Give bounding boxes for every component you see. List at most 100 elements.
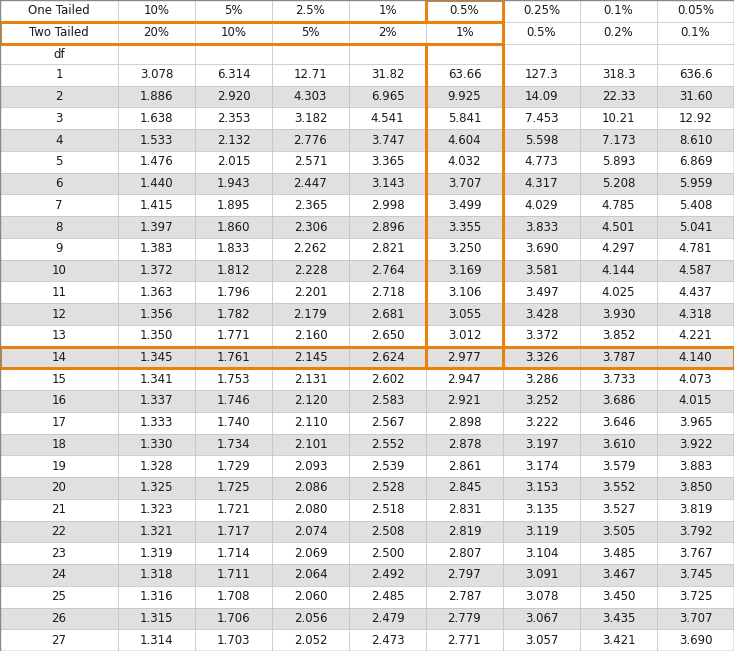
Bar xyxy=(0,22,503,44)
Bar xyxy=(0,281,118,303)
Bar xyxy=(657,521,734,542)
Text: 6.314: 6.314 xyxy=(217,68,250,81)
Bar xyxy=(657,630,734,651)
Bar xyxy=(580,499,657,521)
Bar xyxy=(503,151,580,173)
Text: 21: 21 xyxy=(51,503,67,516)
Bar xyxy=(657,390,734,412)
Text: 4.781: 4.781 xyxy=(679,242,712,255)
Bar xyxy=(195,0,272,22)
Text: 2.977: 2.977 xyxy=(448,351,482,364)
Text: 6.869: 6.869 xyxy=(679,156,712,169)
Bar xyxy=(118,173,195,195)
Text: 4.073: 4.073 xyxy=(679,373,712,386)
Text: 18: 18 xyxy=(51,438,67,451)
Bar xyxy=(118,260,195,281)
Text: 1.319: 1.319 xyxy=(139,547,173,560)
Text: 1.714: 1.714 xyxy=(217,547,250,560)
Bar xyxy=(349,303,426,325)
Text: 1.943: 1.943 xyxy=(217,177,250,190)
Text: 1.363: 1.363 xyxy=(139,286,173,299)
Text: 6: 6 xyxy=(55,177,62,190)
Text: 0.2%: 0.2% xyxy=(603,27,633,40)
Bar xyxy=(426,44,503,368)
Text: 2.518: 2.518 xyxy=(371,503,404,516)
Text: 3.745: 3.745 xyxy=(679,568,712,581)
Bar xyxy=(426,521,503,542)
Text: 3.505: 3.505 xyxy=(602,525,635,538)
Text: df: df xyxy=(53,48,65,61)
Bar xyxy=(426,455,503,477)
Bar xyxy=(349,542,426,564)
Text: 2.571: 2.571 xyxy=(294,156,327,169)
Bar xyxy=(0,107,118,129)
Bar xyxy=(426,346,503,368)
Bar xyxy=(349,107,426,129)
Text: 1.725: 1.725 xyxy=(217,482,250,495)
Text: 2.447: 2.447 xyxy=(294,177,327,190)
Text: 25: 25 xyxy=(51,590,67,603)
Bar xyxy=(580,455,657,477)
Bar xyxy=(580,346,657,368)
Text: 4.297: 4.297 xyxy=(602,242,636,255)
Bar xyxy=(272,434,349,455)
Text: 2.132: 2.132 xyxy=(217,133,250,146)
Bar xyxy=(0,521,118,542)
Text: 2%: 2% xyxy=(378,27,397,40)
Bar xyxy=(503,0,580,22)
Text: 3.174: 3.174 xyxy=(525,460,559,473)
Text: 1.337: 1.337 xyxy=(139,395,173,408)
Text: 2.845: 2.845 xyxy=(448,482,482,495)
Text: 2.998: 2.998 xyxy=(371,199,404,212)
Text: 14.09: 14.09 xyxy=(525,90,559,103)
Text: 1.886: 1.886 xyxy=(139,90,173,103)
Bar xyxy=(349,499,426,521)
Text: 22: 22 xyxy=(51,525,67,538)
Text: 2.052: 2.052 xyxy=(294,633,327,646)
Text: 2.056: 2.056 xyxy=(294,612,327,625)
Text: 10.21: 10.21 xyxy=(602,112,636,125)
Bar xyxy=(580,434,657,455)
Text: 5%: 5% xyxy=(225,5,243,18)
Text: 13: 13 xyxy=(51,329,67,342)
Bar xyxy=(349,260,426,281)
Text: 2.539: 2.539 xyxy=(371,460,404,473)
Bar xyxy=(503,564,580,586)
Bar xyxy=(657,346,734,368)
Bar xyxy=(426,412,503,434)
Bar xyxy=(118,64,195,86)
Text: 3.143: 3.143 xyxy=(371,177,404,190)
Text: 3.153: 3.153 xyxy=(525,482,558,495)
Bar xyxy=(503,129,580,151)
Bar xyxy=(503,64,580,86)
Bar xyxy=(349,325,426,346)
Bar xyxy=(657,542,734,564)
Bar xyxy=(503,434,580,455)
Text: 1.323: 1.323 xyxy=(139,503,173,516)
Bar xyxy=(118,434,195,455)
Text: 7.173: 7.173 xyxy=(602,133,636,146)
Bar xyxy=(349,238,426,260)
Text: 1.383: 1.383 xyxy=(139,242,173,255)
Bar xyxy=(0,173,118,195)
Text: 1.476: 1.476 xyxy=(139,156,173,169)
Text: 4.025: 4.025 xyxy=(602,286,635,299)
Bar xyxy=(657,499,734,521)
Text: 4.318: 4.318 xyxy=(679,307,712,320)
Bar xyxy=(0,630,118,651)
Text: 3.012: 3.012 xyxy=(448,329,482,342)
Text: 3.421: 3.421 xyxy=(602,633,636,646)
Text: 5.408: 5.408 xyxy=(679,199,712,212)
Text: 2.069: 2.069 xyxy=(294,547,327,560)
Bar xyxy=(349,151,426,173)
Text: 3.078: 3.078 xyxy=(139,68,173,81)
Bar xyxy=(118,521,195,542)
Bar xyxy=(426,325,503,346)
Text: 1.315: 1.315 xyxy=(139,612,173,625)
Bar xyxy=(0,325,118,346)
Bar xyxy=(657,44,734,64)
Bar xyxy=(272,22,349,44)
Text: 1.796: 1.796 xyxy=(217,286,250,299)
Text: 2.120: 2.120 xyxy=(294,395,327,408)
Bar xyxy=(657,477,734,499)
